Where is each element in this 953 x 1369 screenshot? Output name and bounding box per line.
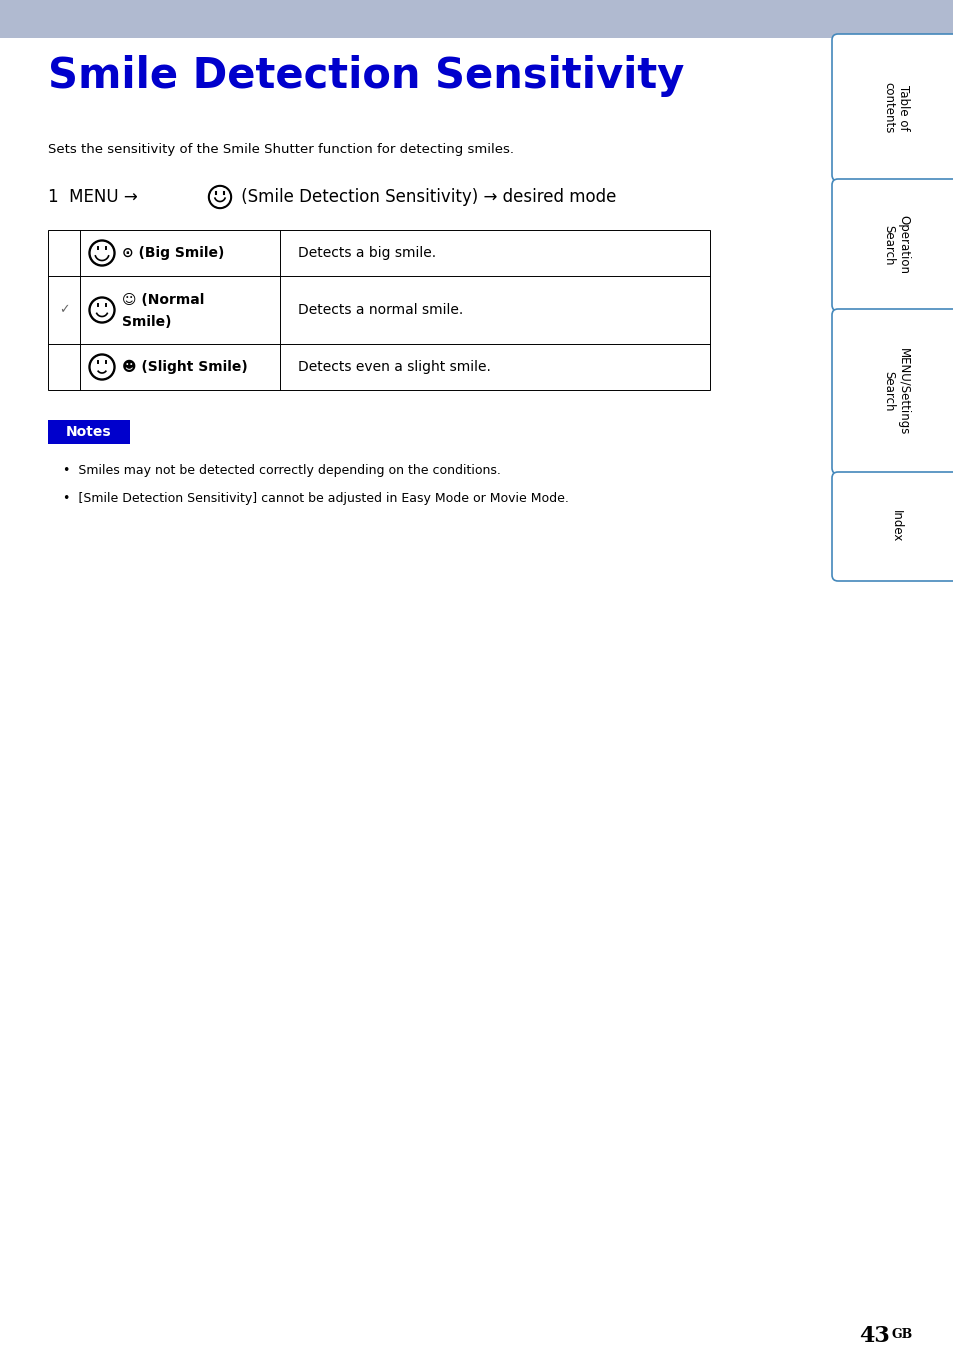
Text: Smile): Smile) <box>122 315 172 329</box>
FancyBboxPatch shape <box>831 179 953 311</box>
Circle shape <box>209 186 232 208</box>
Text: ⊙ (Big Smile): ⊙ (Big Smile) <box>122 246 224 260</box>
Text: Table of
contents: Table of contents <box>882 82 909 133</box>
FancyBboxPatch shape <box>831 34 953 181</box>
Text: •  [Smile Detection Sensitivity] cannot be adjusted in Easy Mode or Movie Mode.: • [Smile Detection Sensitivity] cannot b… <box>63 491 568 505</box>
Circle shape <box>89 355 115 381</box>
Text: 43: 43 <box>859 1325 889 1347</box>
Text: •  Smiles may not be detected correctly depending on the conditions.: • Smiles may not be detected correctly d… <box>63 464 500 476</box>
Text: Detects even a slight smile.: Detects even a slight smile. <box>297 360 491 374</box>
Text: Notes: Notes <box>66 424 112 439</box>
Text: ☺ (Normal: ☺ (Normal <box>122 293 204 307</box>
Circle shape <box>89 240 115 266</box>
Bar <box>48 420 130 444</box>
Text: MENU/Settings
Search: MENU/Settings Search <box>882 348 909 435</box>
Bar <box>48 230 709 390</box>
Text: GB: GB <box>890 1328 911 1342</box>
Bar <box>0 0 953 38</box>
Text: Index: Index <box>888 511 902 542</box>
Text: 1  MENU →: 1 MENU → <box>48 188 143 205</box>
Circle shape <box>91 356 112 378</box>
Circle shape <box>91 300 112 320</box>
FancyBboxPatch shape <box>831 309 953 474</box>
Text: (Smile Detection Sensitivity) → desired mode: (Smile Detection Sensitivity) → desired … <box>235 188 616 205</box>
Circle shape <box>211 188 229 207</box>
FancyBboxPatch shape <box>831 472 953 580</box>
Text: Detects a normal smile.: Detects a normal smile. <box>297 303 463 318</box>
Circle shape <box>89 297 115 323</box>
Text: Smile Detection Sensitivity: Smile Detection Sensitivity <box>48 55 683 97</box>
Text: Operation
Search: Operation Search <box>882 215 909 275</box>
Text: ✓: ✓ <box>59 304 70 316</box>
Text: Sets the sensitivity of the Smile Shutter function for detecting smiles.: Sets the sensitivity of the Smile Shutte… <box>48 142 514 156</box>
Text: ☻ (Slight Smile): ☻ (Slight Smile) <box>122 360 248 374</box>
Text: Detects a big smile.: Detects a big smile. <box>297 246 436 260</box>
Circle shape <box>91 242 112 264</box>
